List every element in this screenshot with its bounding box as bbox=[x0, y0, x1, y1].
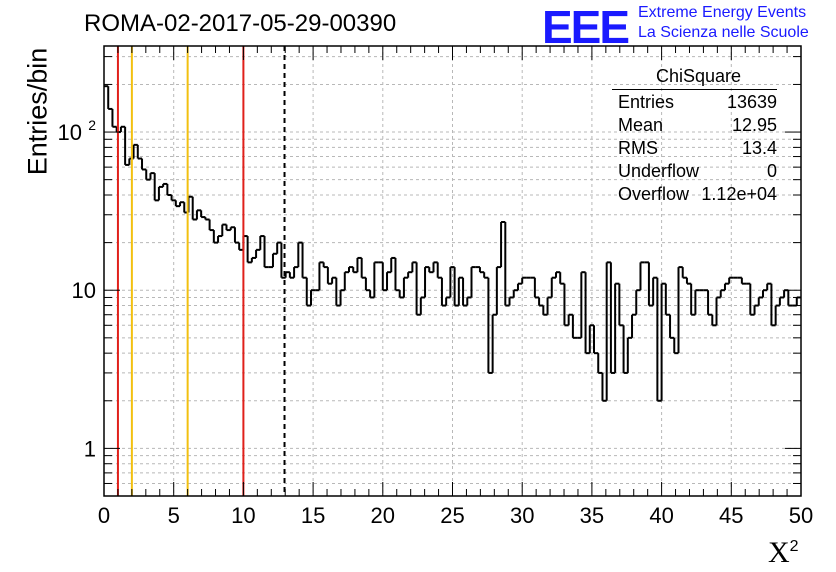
stats-value: 13639 bbox=[726, 92, 777, 112]
x-tick-label: 20 bbox=[371, 503, 395, 528]
x-axis-label-sup: 2 bbox=[789, 538, 799, 555]
x-tick-label: 45 bbox=[719, 503, 743, 528]
stats-label: Mean bbox=[618, 115, 664, 135]
stats-value: 13.4 bbox=[741, 138, 777, 158]
x-tick-label: 0 bbox=[98, 503, 110, 528]
stats-title: ChiSquare bbox=[655, 66, 742, 86]
stats-row: Entries 13639 bbox=[612, 91, 777, 114]
stats-label: Underflow bbox=[618, 161, 700, 181]
grid-layer bbox=[104, 46, 801, 497]
stats-row: Mean 12.95 bbox=[612, 114, 777, 137]
x-axis-label: X2 bbox=[768, 536, 799, 570]
stats-box: ChiSquare Entries 13639 Mean 12.95 RMS 13.4… bbox=[612, 66, 777, 206]
x-tick-label: 40 bbox=[649, 503, 673, 528]
stats-label: Entries bbox=[618, 92, 675, 112]
stats-row: Underflow 0 bbox=[612, 160, 777, 183]
stats-label: Overflow bbox=[618, 184, 690, 204]
stats-row: RMS 13.4 bbox=[612, 137, 777, 160]
x-tick-label: 35 bbox=[580, 503, 604, 528]
x-tick-label: 50 bbox=[789, 503, 813, 528]
y-tick-label: 1 bbox=[84, 436, 96, 461]
y-axis-label: Entries/bin bbox=[22, 47, 53, 176]
stats-label: RMS bbox=[618, 138, 658, 158]
histogram-layer bbox=[104, 85, 801, 402]
y-tick-label: 10 bbox=[58, 120, 82, 145]
stats-row: Overflow 1.12e+04 bbox=[612, 183, 777, 206]
x-tick-label: 25 bbox=[440, 503, 464, 528]
logo-line-1: Extreme Energy Events bbox=[638, 4, 807, 21]
x-tick-label: 15 bbox=[301, 503, 325, 528]
x-tick-label: 5 bbox=[168, 503, 180, 528]
x-tick-label: 10 bbox=[231, 503, 255, 528]
eee-logo: EEE bbox=[542, 1, 630, 53]
tick-layer bbox=[103, 46, 802, 497]
stats-value: 12.95 bbox=[731, 115, 777, 135]
chart-title: ROMA-02-2017-05-29-00390 bbox=[84, 10, 397, 37]
x-axis-label-base: X bbox=[768, 536, 790, 569]
logo-line-2: La Scienza nelle Scuole bbox=[638, 24, 809, 41]
tick-label-layer: 0 5 10 15 20 25 30 35 40 45 50 1 10 10 2 bbox=[58, 117, 814, 528]
y-tick-label: 10 bbox=[72, 278, 96, 303]
x-tick-label: 30 bbox=[510, 503, 534, 528]
stats-divider bbox=[612, 89, 777, 90]
stats-value: 1.12e+04 bbox=[701, 184, 777, 204]
y-tick-label-sup: 2 bbox=[88, 117, 96, 133]
marker-lines-layer bbox=[116, 46, 286, 496]
stats-value: 0 bbox=[766, 161, 777, 181]
